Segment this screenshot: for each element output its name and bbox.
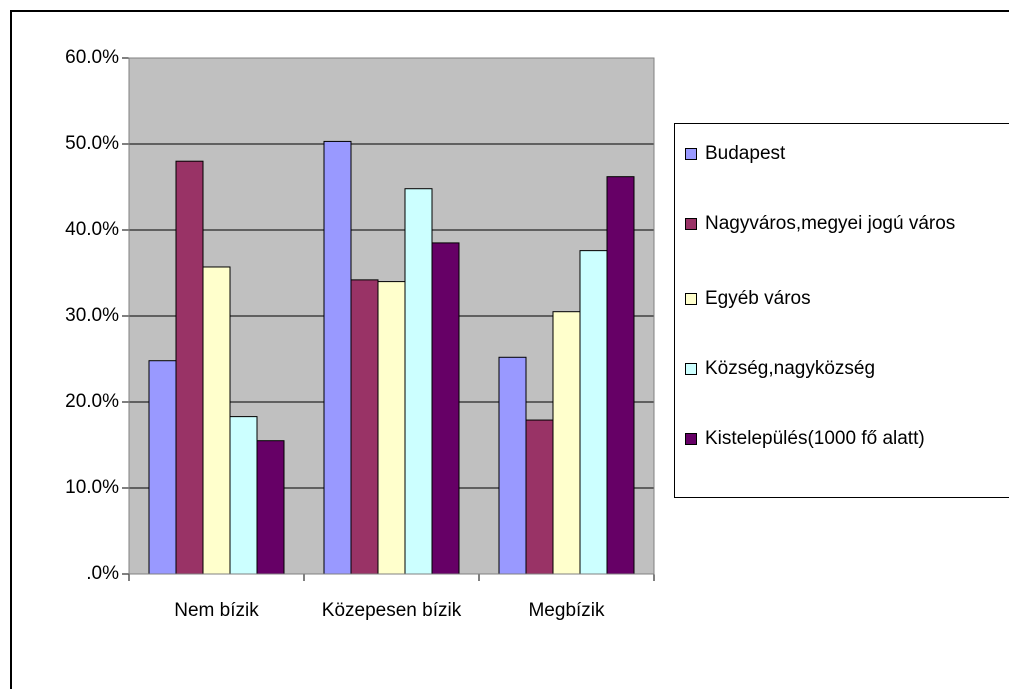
legend-item: Kistelepülés(1000 fő alatt) (685, 424, 1009, 454)
y-tick-label: 30.0% (65, 305, 119, 326)
bar (202, 266, 231, 575)
legend-item: Egyéb város (685, 284, 1009, 314)
bar (350, 279, 379, 575)
y-tick-label: 60.0% (65, 47, 119, 68)
legend-swatch (685, 293, 697, 305)
legend-swatch (685, 363, 697, 375)
legend-item: Budapest (685, 139, 1009, 169)
x-tick-label: Megbízik (528, 600, 605, 621)
bar (229, 416, 258, 575)
bar (579, 250, 608, 575)
bar (148, 360, 177, 575)
plot-border (128, 57, 655, 575)
legend-label: Község,nagyközség (705, 358, 876, 379)
bar (323, 140, 352, 575)
legend-label: Nagyváros,megyei jogú város (705, 213, 956, 234)
y-tick-label: .0% (86, 563, 119, 584)
legend-label: Egyéb város (705, 288, 811, 309)
bar (256, 440, 285, 575)
legend-label: Kistelepülés(1000 fő alatt) (705, 428, 925, 449)
legend-item: Nagyváros,megyei jogú város (685, 209, 1009, 239)
legend: Budapest Nagyváros,megyei jogú város Egyéb… (674, 123, 1009, 498)
y-tick-label: 40.0% (65, 219, 119, 240)
bar (431, 242, 460, 575)
y-tick-label: 10.0% (65, 477, 119, 498)
x-tick-label: Közepesen bízik (321, 600, 462, 621)
legend-swatch (685, 218, 697, 230)
bar (404, 188, 433, 575)
y-tick-label: 50.0% (65, 133, 119, 154)
legend-swatch (685, 148, 697, 160)
bar (552, 311, 581, 575)
legend-item: Község,nagyközség (685, 354, 1009, 384)
bar (606, 176, 635, 575)
chart-frame (10, 10, 1009, 689)
bar (377, 281, 406, 575)
y-tick-label: 20.0% (65, 391, 119, 412)
bar (175, 160, 204, 575)
x-tick-label: Nem bízik (174, 600, 259, 621)
legend-label: Budapest (705, 143, 786, 164)
bar (498, 356, 527, 575)
legend-swatch (685, 433, 697, 445)
bar (525, 419, 554, 575)
